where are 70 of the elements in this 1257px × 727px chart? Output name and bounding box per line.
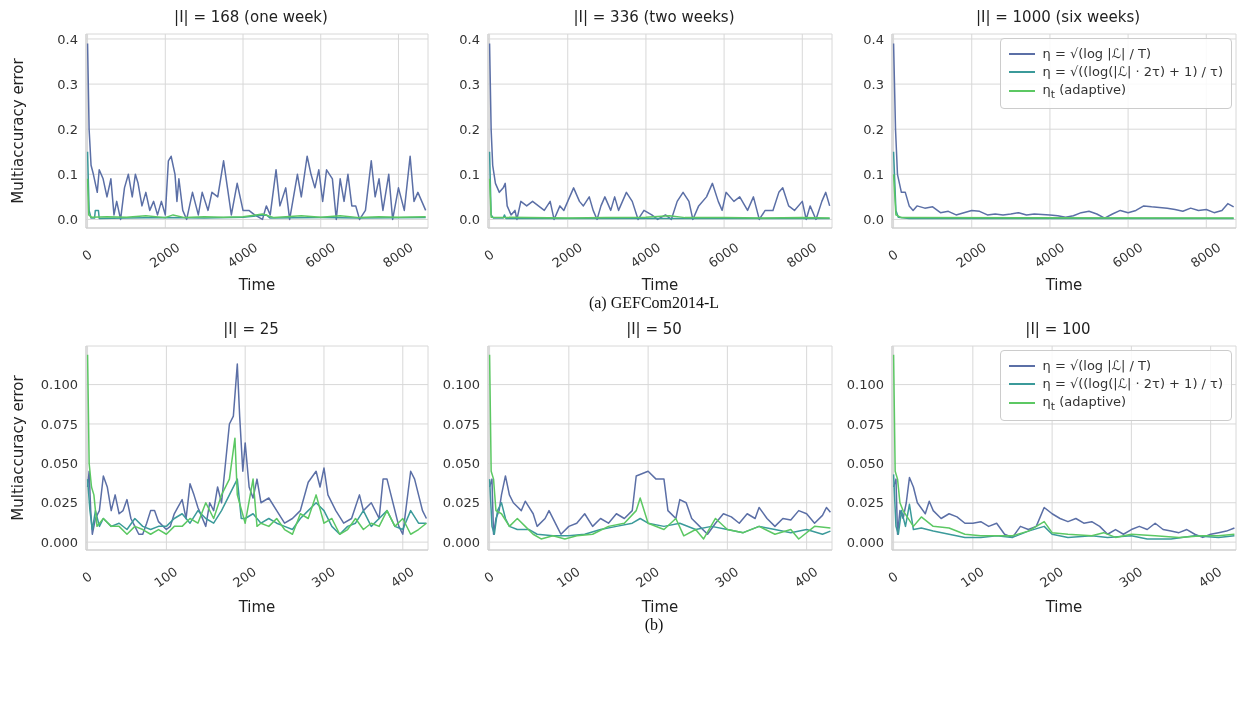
y-tick-label: 0.000 [442, 534, 480, 550]
x-tick-label: 200 [230, 563, 260, 591]
x-tick-label: 200 [1037, 563, 1067, 591]
y-tick-label: 0.075 [846, 416, 884, 432]
y-axis-title: Multiaccuracy error [9, 57, 28, 204]
legend-label: η$_{t}$ (adaptive) [1042, 394, 1127, 413]
y-tick-label: 0.4 [863, 31, 884, 47]
y-tick-label: 0.075 [442, 416, 480, 432]
chart-title: |I| = 336 (two weeks) [572, 8, 736, 28]
y-tick-label: 0.1 [863, 166, 884, 182]
x-tick-label: 100 [151, 563, 181, 591]
y-tick-label: 0.2 [459, 121, 480, 137]
y-tick-label: 0.0 [863, 212, 884, 228]
y-tick-label: 0.000 [40, 534, 78, 550]
y-tick-label: 0.050 [442, 455, 480, 471]
y-tick-label: 0.4 [459, 31, 480, 47]
x-axis-title: Time [237, 276, 276, 294]
y-tick-label: 0.025 [442, 495, 480, 511]
x-tick-label: 0 [79, 246, 95, 264]
chart-title: |I| = 1000 (six weeks) [974, 8, 1142, 28]
x-tick-label: 400 [1195, 563, 1225, 591]
y-tick-label: 0.2 [57, 121, 78, 137]
x-axis-title: Time [640, 276, 679, 294]
x-tick-label: 300 [712, 563, 742, 591]
text: (a) GEFCom2014-L [587, 294, 721, 312]
y-tick-label: 0.3 [459, 76, 480, 92]
x-tick-label: 0 [481, 568, 497, 586]
y-tick-label: 0.0 [459, 212, 480, 228]
x-tick-label: 100 [553, 563, 583, 591]
y-tick-label: 0.100 [442, 377, 480, 393]
legend-label: η = √(log |ℒ| / T) [1042, 46, 1152, 61]
x-tick-label: 0 [79, 568, 95, 586]
x-tick-label: 0 [885, 568, 901, 586]
y-tick-label: 0.075 [40, 416, 78, 432]
x-tick-label: 200 [633, 563, 663, 591]
x-tick-label: 400 [791, 563, 821, 591]
x-tick-label: 300 [308, 563, 338, 591]
x-tick-label: 100 [957, 563, 987, 591]
legend-label: η = √((log(|ℒ| · 2τ) + 1) / τ) [1042, 376, 1223, 391]
y-tick-label: 0.3 [57, 76, 78, 92]
legend-label: η$_{t}$ (adaptive) [1042, 82, 1127, 101]
y-axis-title: Multiaccuracy error [9, 374, 28, 521]
x-tick-label: 0 [481, 246, 497, 264]
x-axis-title: Time [640, 598, 679, 616]
text: (b) [643, 616, 665, 634]
y-tick-label: 0.100 [846, 377, 884, 393]
y-tick-label: 0.100 [40, 377, 78, 393]
x-tick-label: 0 [885, 246, 901, 264]
y-tick-label: 0.050 [40, 455, 78, 471]
x-axis-title: Time [1044, 276, 1083, 294]
chart-title: |I| = 168 (one week) [173, 8, 329, 28]
x-axis-title: Time [1044, 598, 1083, 616]
y-tick-label: 0.4 [57, 31, 78, 47]
y-tick-label: 0.025 [40, 495, 78, 511]
chart-title: |I| = 100 [1024, 320, 1092, 340]
legend-label: η = √((log(|ℒ| · 2τ) + 1) / τ) [1042, 64, 1223, 79]
chart-title: |I| = 50 [625, 320, 683, 340]
x-axis-title: Time [237, 598, 276, 616]
legend-label: η = √(log |ℒ| / T) [1042, 358, 1152, 373]
y-tick-label: 0.2 [863, 121, 884, 137]
y-tick-label: 0.3 [863, 76, 884, 92]
x-tick-label: 400 [387, 563, 417, 591]
x-tick-label: 300 [1116, 563, 1146, 591]
y-tick-label: 0.1 [57, 166, 78, 182]
y-tick-label: 0.1 [459, 166, 480, 182]
y-tick-label: 0.000 [846, 534, 884, 550]
y-tick-label: 0.0 [57, 212, 78, 228]
y-tick-label: 0.025 [846, 495, 884, 511]
y-tick-label: 0.050 [846, 455, 884, 471]
chart-title: |I| = 25 [222, 320, 280, 340]
